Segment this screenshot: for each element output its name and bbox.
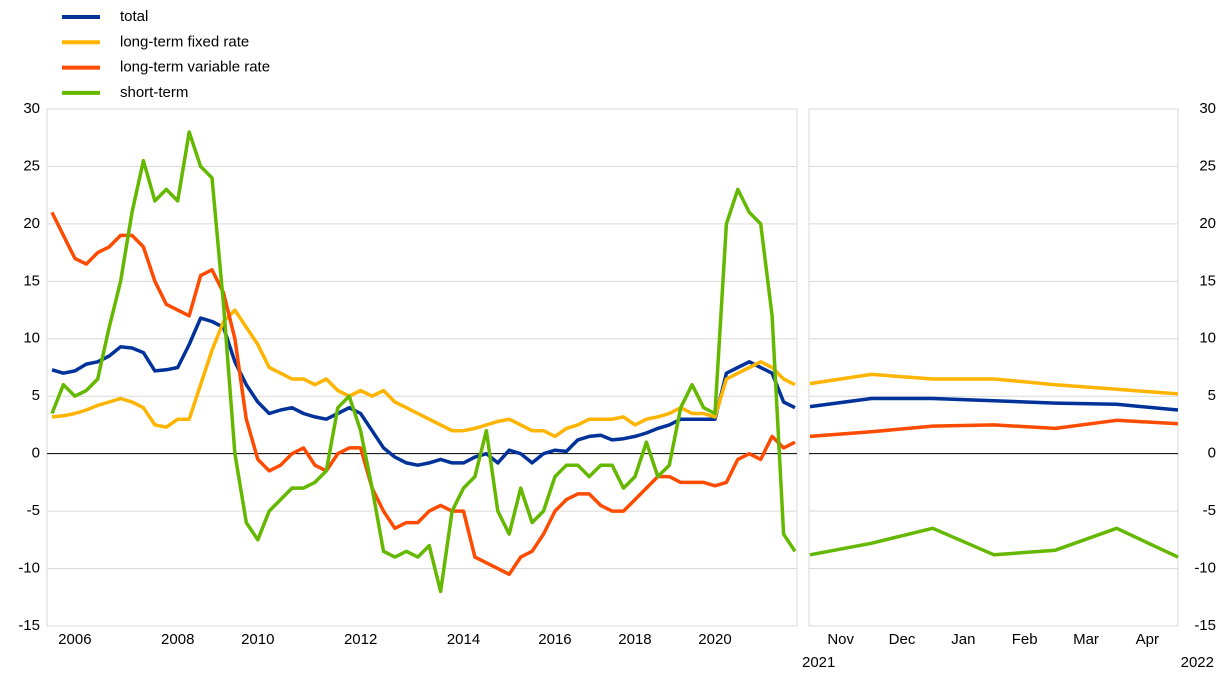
y-tick-label: 30 <box>23 100 40 117</box>
y-tick-label: -10 <box>1194 560 1216 577</box>
plot-frame <box>46 108 798 627</box>
y-tick-label: -15 <box>18 617 40 634</box>
y-tick-label: 5 <box>1208 387 1216 404</box>
y-tick-label: 20 <box>1199 215 1216 232</box>
y-tick-label: 5 <box>32 387 40 404</box>
legend-label: total <box>120 8 148 25</box>
x-tick-label: 2016 <box>538 631 571 648</box>
x-tick-label: Nov <box>827 631 854 648</box>
x-tick-label: 2020 <box>698 631 731 648</box>
y-tick-label: -5 <box>27 502 40 519</box>
series-line <box>809 396 1179 412</box>
y-tick-label: -10 <box>18 560 40 577</box>
y-tick-label: 15 <box>1199 272 1216 289</box>
x-tick-label: 2008 <box>161 631 194 648</box>
x-tick-label: 2014 <box>447 631 480 648</box>
legend-label: long-term variable rate <box>120 59 270 76</box>
year-label: 2022 <box>1181 654 1214 671</box>
x-tick-label: Dec <box>889 631 916 648</box>
x-tick-label: Feb <box>1012 631 1038 648</box>
series-line <box>50 130 797 594</box>
x-tick-label: Apr <box>1136 631 1159 648</box>
y-tick-label: -5 <box>1203 502 1216 519</box>
x-tick-label: Mar <box>1073 631 1099 648</box>
y-tick-label: 10 <box>1199 330 1216 347</box>
year-label: 2021 <box>802 654 835 671</box>
y-tick-label: 25 <box>1199 157 1216 174</box>
legend-label: long-term fixed rate <box>120 33 249 50</box>
y-tick-label: 0 <box>1208 445 1216 462</box>
y-tick-label: -15 <box>1194 617 1216 634</box>
y-tick-label: 15 <box>23 272 40 289</box>
legend-label: short-term <box>120 84 188 101</box>
series-line <box>51 316 796 467</box>
x-tick-label: 2018 <box>618 631 651 648</box>
x-tick-label: Jan <box>951 631 975 648</box>
plot-frame <box>808 108 1179 627</box>
x-tick-label: 2006 <box>58 631 91 648</box>
y-tick-label: 30 <box>1199 100 1216 117</box>
x-tick-label: 2010 <box>241 631 274 648</box>
series-line <box>50 211 796 577</box>
series-line <box>809 372 1179 396</box>
x-tick-label: 2012 <box>344 631 377 648</box>
y-tick-label: 10 <box>23 330 40 347</box>
y-tick-label: 25 <box>23 157 40 174</box>
series-line <box>809 526 1179 559</box>
y-tick-label: 0 <box>32 445 40 462</box>
series-line <box>51 308 796 439</box>
series-line <box>809 418 1179 439</box>
y-tick-label: 20 <box>23 215 40 232</box>
